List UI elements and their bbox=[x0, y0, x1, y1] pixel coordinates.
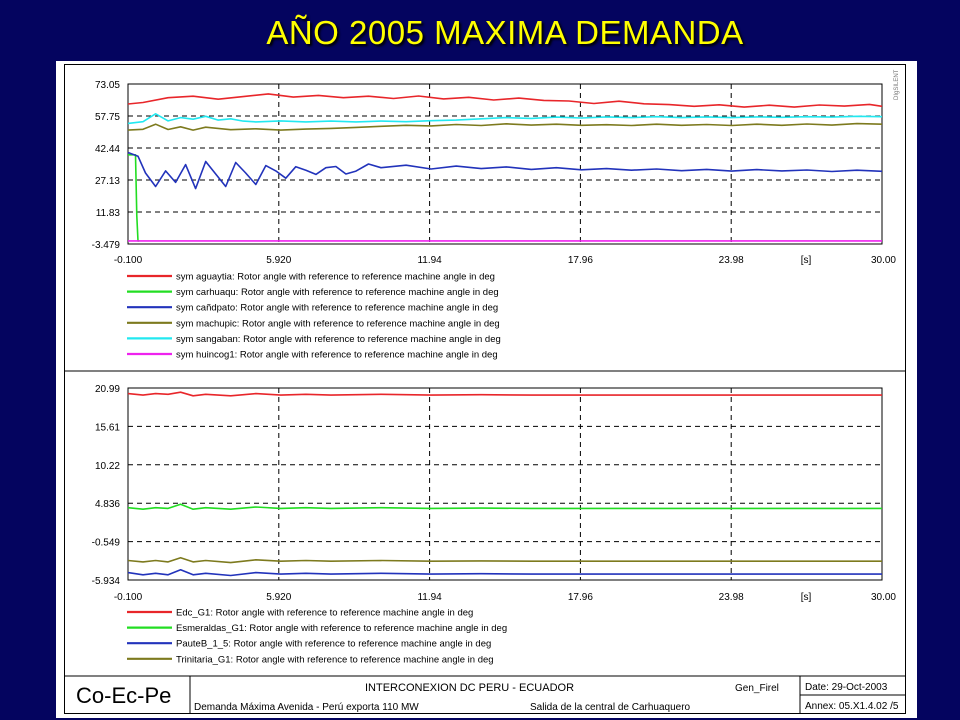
footer-subtitle-right: Salida de la central de Carhuaquero bbox=[530, 702, 691, 713]
y-tick-label: 11.83 bbox=[96, 208, 121, 219]
y-tick-label: 10.22 bbox=[95, 461, 120, 472]
x-tick-label: 5.920 bbox=[266, 255, 291, 266]
series-line bbox=[127, 391, 882, 397]
x-unit-label: [s] bbox=[801, 255, 812, 266]
watermark-text: DIgSILENT bbox=[894, 69, 900, 100]
footer-title: INTERCONEXION DC PERU - ECUADOR bbox=[365, 682, 574, 694]
chart-bottom: 20.99 15.61 10.22 4.836 -0.549 -5.934 -0.100 5.… bbox=[92, 384, 897, 665]
x-tick-label: 30.00 bbox=[871, 592, 896, 603]
legend-label: sym aguaytia: Rotor angle with reference… bbox=[176, 272, 495, 283]
y-tick-label: -3.479 bbox=[92, 240, 121, 251]
x-tick-label: -0.100 bbox=[114, 255, 143, 266]
y-tick-label: 57.75 bbox=[95, 112, 120, 123]
x-tick-label: 17.96 bbox=[568, 255, 593, 266]
legend-label: sym cañdpato: Rotor angle with reference… bbox=[176, 303, 498, 314]
legend-label: Trinitaria_G1: Rotor angle with referenc… bbox=[176, 654, 494, 665]
series-line bbox=[127, 568, 882, 577]
x-tick-label: 17.96 bbox=[568, 592, 593, 603]
slide-title: AÑO 2005 MAXIMA DEMANDA bbox=[266, 14, 744, 51]
legend-label: Esmeraldas_G1: Rotor angle with referenc… bbox=[176, 623, 507, 634]
x-tick-label: 5.920 bbox=[266, 592, 291, 603]
legend-label: sym machupic: Rotor angle with reference… bbox=[176, 318, 500, 329]
series-line bbox=[127, 113, 883, 125]
footer-date: Date: 29-Oct-2003 bbox=[805, 682, 888, 693]
plot-area bbox=[127, 83, 883, 245]
y-tick-label: 20.99 bbox=[95, 384, 120, 395]
series-line bbox=[128, 154, 140, 242]
series-line bbox=[127, 556, 882, 564]
legend-label: sym sangaban: Rotor angle with reference… bbox=[176, 334, 501, 345]
series-line bbox=[127, 93, 883, 108]
y-tick-label: -5.934 bbox=[92, 576, 121, 587]
x-tick-label: -0.100 bbox=[114, 592, 143, 603]
chart-top: 73.05 57.75 42.44 27.13 11.83 -3.479 -0.100 5.9… bbox=[92, 80, 897, 361]
series-line bbox=[127, 503, 882, 511]
legend-label: PauteB_1_5: Rotor angle with reference t… bbox=[176, 639, 491, 650]
plot-frame bbox=[64, 64, 906, 714]
y-tick-label: -0.549 bbox=[92, 538, 121, 549]
legend-label: sym carhuaqu: Rotor angle with reference… bbox=[176, 287, 499, 298]
plot-area bbox=[127, 387, 883, 581]
footer-logo: Co-Ec-Pe bbox=[76, 683, 171, 708]
legend-label: Edc_G1: Rotor angle with reference to re… bbox=[176, 608, 473, 619]
series-line bbox=[127, 151, 883, 190]
x-tick-label: 11.94 bbox=[417, 255, 442, 266]
y-tick-label: 15.61 bbox=[95, 422, 120, 433]
x-tick-label: 23.98 bbox=[719, 592, 744, 603]
footer-block: Co-Ec-Pe INTERCONEXION DC PERU - ECUADOR… bbox=[64, 675, 906, 714]
footer-code: Gen_Firel bbox=[735, 683, 779, 694]
footer-subtitle-left: Demanda Máxima Avenida - Perú exporta 11… bbox=[194, 702, 419, 713]
x-tick-label: 11.94 bbox=[417, 592, 442, 603]
y-tick-label: 4.836 bbox=[95, 499, 120, 510]
x-tick-label: 23.98 bbox=[719, 255, 744, 266]
y-tick-label: 27.13 bbox=[95, 176, 120, 187]
x-unit-label: [s] bbox=[801, 592, 812, 603]
x-tick-label: 30.00 bbox=[871, 255, 896, 266]
legend-label: sym huincog1: Rotor angle with reference… bbox=[176, 350, 498, 361]
y-tick-label: 42.44 bbox=[95, 144, 120, 155]
footer-annex: Annex: 05.X1.4.02 /5 bbox=[805, 701, 899, 712]
series-line bbox=[127, 122, 883, 131]
y-tick-label: 73.05 bbox=[95, 80, 120, 91]
